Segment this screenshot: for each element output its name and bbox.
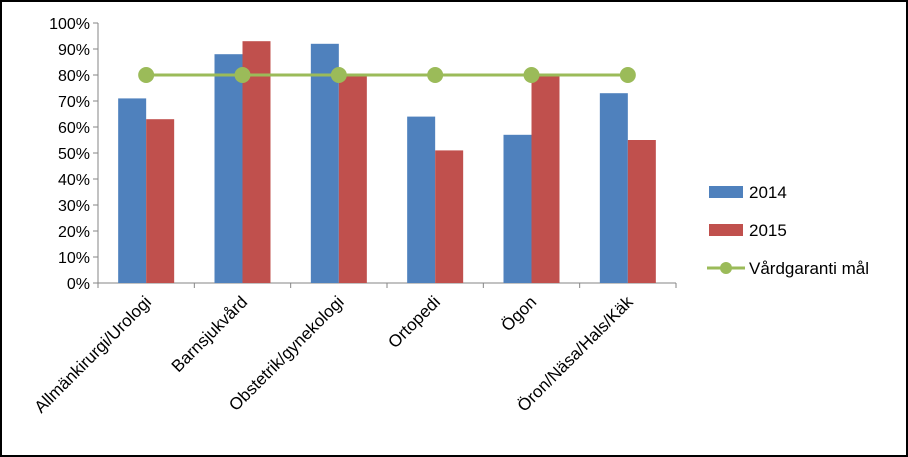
y-tick-label: 20% xyxy=(58,224,90,241)
legend-swatch-2014 xyxy=(709,186,743,198)
bar-2015-3 xyxy=(338,75,367,283)
x-category-label: Ortopedi xyxy=(384,292,444,352)
y-tick-label: 90% xyxy=(58,42,90,59)
legend-label: 2014 xyxy=(749,183,787,202)
chart-bars xyxy=(118,41,656,284)
bar-2015-2 xyxy=(242,41,271,284)
target-marker-6 xyxy=(619,67,636,83)
y-tick-label: 100% xyxy=(49,16,90,33)
y-tick-label: 0% xyxy=(67,276,90,293)
bar-2015-1 xyxy=(146,119,175,283)
y-tick-label: 10% xyxy=(58,250,90,267)
chart-legend: 2014 2015 Vårdgaranti mål xyxy=(707,183,869,278)
x-category-label: Ögon xyxy=(497,292,540,335)
target-marker-5 xyxy=(523,67,540,83)
legend-marker-swatch xyxy=(720,262,732,274)
bar-2015-6 xyxy=(627,140,656,283)
legend-label: Vårdgaranti mål xyxy=(749,259,869,278)
bar-2015-4 xyxy=(435,150,464,283)
bar-2015-5 xyxy=(531,75,560,283)
y-tick-label: 40% xyxy=(58,172,90,189)
legend-label: 2015 xyxy=(749,221,787,240)
legend-swatch-2015 xyxy=(709,224,743,236)
y-tick-label: 80% xyxy=(58,68,90,85)
y-tick-label: 60% xyxy=(58,120,90,137)
target-marker-1 xyxy=(138,67,155,83)
target-marker-2 xyxy=(234,67,251,83)
y-tick-label: 30% xyxy=(58,198,90,215)
bar-2014-2 xyxy=(214,54,243,284)
bar-2014-6 xyxy=(599,93,628,283)
x-axis-category-labels: Allmänkirurgi/Urologi BarnsjukvårdObstetr… xyxy=(31,292,637,417)
bar-2014-1 xyxy=(118,98,147,284)
bar-2014-4 xyxy=(407,116,436,283)
bar-2014-3 xyxy=(310,43,339,283)
y-tick-label: 70% xyxy=(58,94,90,111)
target-marker-3 xyxy=(330,67,347,83)
y-axis-tick-labels: 0% 10% 20% 30% 40% 50% 60% 70% 80% 90% 100% xyxy=(49,16,90,293)
bar-2014-5 xyxy=(503,134,532,283)
y-tick-label: 50% xyxy=(58,146,90,163)
target-marker-4 xyxy=(427,67,444,83)
x-category-label: Allmänkirurgi/Urologi xyxy=(31,292,155,416)
x-category-label: Barnsjukvård xyxy=(168,292,252,376)
chart-axes xyxy=(93,22,677,288)
target-line-series xyxy=(138,67,636,83)
